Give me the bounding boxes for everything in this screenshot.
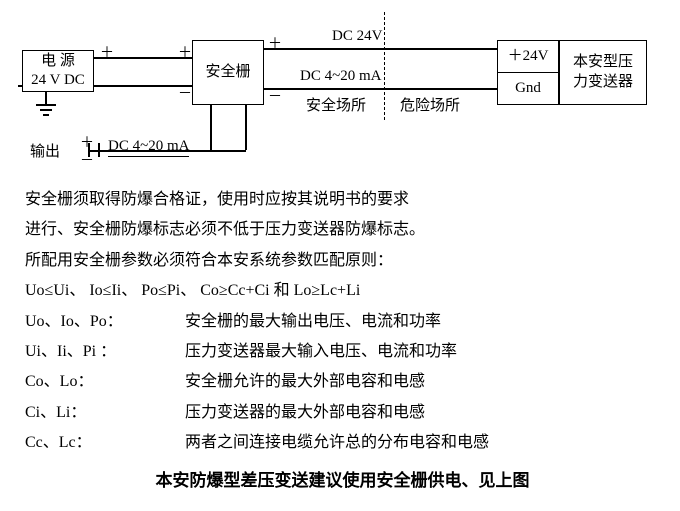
- power-label-2: 24 V DC: [31, 71, 85, 91]
- def-5: Cc、Lc：两者之间连接电缆允许总的分布电容和电感: [25, 428, 660, 458]
- plus-sign-2: ＋: [178, 42, 192, 62]
- para-line-4: Uo≤Ui、 Io≤Ii、 Po≤Pi、 Co≥Cc+Ci 和 Lo≥Lc+Li: [25, 276, 660, 306]
- wire-barrier-right-top: [264, 48, 497, 50]
- def-2-val: 压力变送器最大输入电压、电流和功率: [185, 343, 457, 360]
- plus-sign-3: ＋: [268, 33, 282, 53]
- top-wire-label: DC 24V: [332, 28, 382, 45]
- wiring-diagram: 电 源 24 V DC 安全栅 ＋24V Gnd 本安型压 力变送器 ＋ ＋ －…: [10, 20, 670, 170]
- def-2: Ui、Ii、Pi ：压力变送器最大输入电压、电流和功率: [25, 337, 660, 367]
- terminal-24v: ＋24V: [498, 41, 558, 74]
- terminal-gnd: Gnd: [498, 73, 558, 105]
- wire-barrier-right-mid: [264, 88, 497, 90]
- minus-sign-2: －: [268, 86, 282, 106]
- area-divider: [384, 12, 385, 120]
- transmitter-label-2: 力变送器: [573, 73, 633, 93]
- wire-gnd: [18, 85, 22, 87]
- para-line-3: 所配用安全栅参数必须符合本安系统参数匹配原则：: [25, 246, 660, 276]
- safety-barrier-box: 安全栅: [192, 40, 264, 105]
- def-1-val: 安全栅的最大输出电压、电流和功率: [185, 313, 441, 330]
- transmitter-box: 本安型压 力变送器: [559, 40, 647, 105]
- def-1-key: Uo、Io、Po：: [25, 307, 185, 337]
- output-value: DC 4~20 mA: [108, 138, 189, 157]
- def-5-val: 两者之间连接电缆允许总的分布电容和电感: [185, 434, 489, 451]
- def-1: Uo、Io、Po：安全栅的最大输出电压、电流和功率: [25, 307, 660, 337]
- output-minus: －: [80, 150, 94, 170]
- def-3-val: 安全栅允许的最大外部电容和电感: [185, 373, 425, 390]
- output-plus: ＋: [80, 132, 94, 152]
- plus-sign: ＋: [100, 42, 114, 62]
- power-label-1: 电 源: [41, 52, 75, 72]
- safe-area-label: 安全场所: [306, 94, 366, 115]
- para-line-2: 进行、安全栅防爆标志必须不低于压力变送器防爆标志。: [25, 215, 660, 245]
- para-line-1: 安全栅须取得防爆合格证，使用时应按其说明书的要求: [25, 185, 660, 215]
- transmitter-label-1: 本安型压: [573, 53, 633, 73]
- wire-output-stub1: [98, 143, 100, 157]
- minus-sign: －: [178, 83, 192, 103]
- terminal-box: ＋24V Gnd: [497, 40, 559, 105]
- mid-wire-label: DC 4~20 mA: [300, 68, 381, 85]
- def-3: Co、Lo：安全栅允许的最大外部电容和电感: [25, 367, 660, 397]
- def-5-key: Cc、Lc：: [25, 428, 185, 458]
- hazard-area-label: 危险场所: [400, 94, 460, 115]
- description-text: 安全栅须取得防爆合格证，使用时应按其说明书的要求 进行、安全栅防爆标志必须不低于…: [25, 185, 660, 497]
- output-label: 输出: [30, 140, 60, 161]
- def-4-key: Ci、Li：: [25, 398, 185, 428]
- wire-output-v1: [210, 105, 212, 150]
- wire-output-v2: [245, 105, 247, 150]
- barrier-label: 安全栅: [205, 63, 250, 83]
- def-3-key: Co、Lo：: [25, 367, 185, 397]
- power-supply-box: 电 源 24 V DC: [22, 50, 94, 92]
- def-4: Ci、Li：压力变送器的最大外部电容和电感: [25, 398, 660, 428]
- bold-recommendation: 本安防爆型差压变送建议使用安全栅供电、见上图: [25, 465, 660, 497]
- def-4-val: 压力变送器的最大外部电容和电感: [185, 404, 425, 421]
- def-2-key: Ui、Ii、Pi ：: [25, 337, 185, 367]
